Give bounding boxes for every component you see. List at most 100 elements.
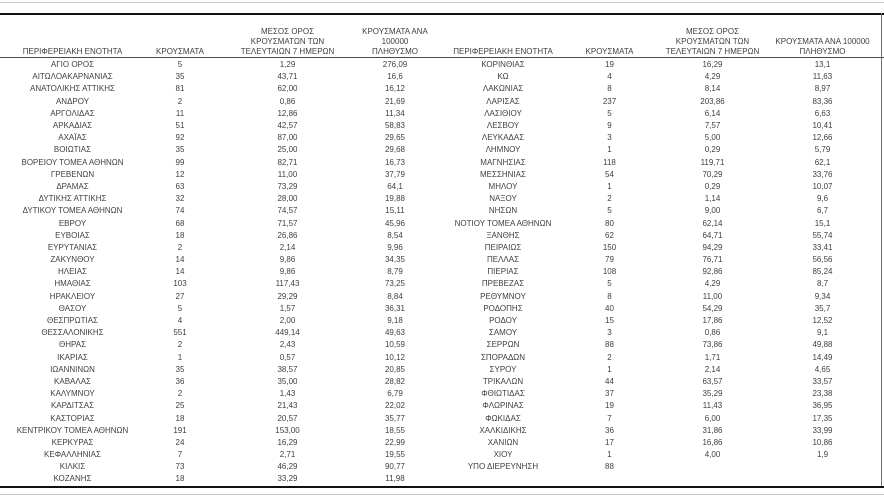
- table-row: ΛΑΣΙΘΙΟΥ 5 6,14 6,63: [442, 108, 875, 120]
- cell-cases: 27: [175, 291, 185, 301]
- cell-region: ΚΙΛΚΙΣ: [59, 462, 86, 472]
- table-top-rule: [0, 13, 884, 15]
- cell-avg7day: 64,71: [702, 230, 723, 240]
- table-row: ΛΕΥΚΑΔΑΣ 3 5,00 12,66: [442, 132, 875, 144]
- cell-cases: 88: [605, 462, 614, 472]
- cell-region: ΦΘΙΩΤΙΔΑΣ: [481, 389, 525, 399]
- cell-avg7day: 82,71: [277, 157, 298, 167]
- cell-region: ΙΩΑΝΝΙΝΩΝ: [50, 364, 95, 374]
- table-row: ΑΝΔΡΟΥ 2 0,86 21,69: [0, 96, 430, 108]
- cell-avg7day: 11,00: [277, 169, 298, 179]
- cell-region: ΗΜΑΘΙΑΣ: [54, 279, 91, 289]
- cell-cases: 4: [177, 316, 183, 326]
- cell-per100k: 9,18: [387, 316, 403, 326]
- cell-region: ΘΑΣΟΥ: [58, 303, 87, 313]
- cell-cases: 63: [175, 181, 185, 191]
- cell-cases: 25: [175, 401, 185, 411]
- cell-per100k: 55,74: [812, 230, 833, 240]
- table-row: ΝΗΣΩΝ 5 9,00 6,7: [442, 205, 875, 217]
- cell-region: ΛΗΜΝΟΥ: [485, 145, 521, 155]
- cell-avg7day: 94,29: [702, 242, 723, 252]
- cell-region: ΑΙΤΩΛΟΑΚΑΡΝΑΝΙΑΣ: [32, 72, 113, 82]
- cell-region: ΠΡΕΒΕΖΑΣ: [481, 279, 525, 289]
- cell-cases: 36: [605, 425, 614, 435]
- cell-per100k: 16,12: [384, 84, 406, 94]
- table-row: ΚΕΡΚΥΡΑΣ 24 16,29 22,99: [0, 437, 430, 449]
- cell-avg7day: 0,29: [704, 145, 721, 155]
- cell-avg7day: 2,71: [279, 450, 296, 460]
- table-row: ΠΕΙΡΑΙΩΣ 150 94,29 33,41: [442, 242, 875, 254]
- cell-avg7day: 35,00: [277, 376, 298, 386]
- cell-per100k: 8,7: [816, 279, 829, 289]
- cell-cases: 5: [177, 303, 183, 313]
- cell-avg7day: 26,86: [277, 230, 298, 240]
- cell-region: ΒΟΙΩΤΙΑΣ: [53, 145, 92, 155]
- cell-cases: 191: [173, 425, 187, 435]
- column-header-region: ΠΕΡΙΦΕΡΕΙΑΚΗ ΕΝΟΤΗΤΑ: [22, 47, 123, 56]
- table-row: ΑΝΑΤΟΛΙΚΗΣ ΑΤΤΙΚΗΣ 81 62,00 16,12: [0, 83, 430, 95]
- cell-cases: 19: [605, 60, 614, 70]
- table-row: ΕΒΡΟΥ 68 71,57 45,96: [0, 217, 430, 229]
- cell-cases: 1: [607, 364, 612, 374]
- cell-avg7day: 1,29: [279, 60, 296, 70]
- cell-per100k: 8,84: [387, 291, 403, 301]
- table-row: ΠΙΕΡΙΑΣ 108 92,86 85,24: [442, 266, 875, 278]
- cell-cases: 118: [603, 157, 616, 167]
- header-bottom-rule: [0, 57, 884, 58]
- cell-region: ΣΕΡΡΩΝ: [486, 340, 520, 350]
- table-row: ΣΕΡΡΩΝ 88 73,86 49,88: [442, 339, 875, 351]
- cell-per100k: 15,11: [385, 206, 405, 216]
- table-row: ΧΑΛΚΙΔΙΚΗΣ 36 31,86 33,99: [442, 425, 875, 437]
- cell-region: ΛΑΣΙΘΙΟΥ: [484, 108, 522, 118]
- cell-cases: 11: [175, 108, 185, 118]
- table-row: ΝΑΞΟΥ 2 1,14 9,6: [442, 193, 875, 205]
- table-row: ΚΑΡΔΙΤΣΑΣ 25 21,43 22,02: [0, 400, 430, 412]
- table-row: ΙΩΑΝΝΙΝΩΝ 35 38,57 20,85: [0, 364, 430, 376]
- cell-avg7day: 1,57: [279, 303, 296, 313]
- cell-avg7day: 76,71: [702, 255, 723, 265]
- cell-avg7day: 62,14: [702, 218, 723, 228]
- cell-region: ΤΡΙΚΑΛΩΝ: [482, 376, 524, 386]
- cell-cases: 44: [605, 376, 614, 386]
- cell-per100k: 85,24: [812, 267, 833, 277]
- cell-region: ΦΩΚΙΔΑΣ: [485, 413, 521, 423]
- cell-region: ΕΥΡΥΤΑΝΙΑΣ: [47, 242, 98, 252]
- cell-cases: 68: [175, 218, 185, 228]
- table-row: ΞΑΝΘΗΣ 62 64,71 55,74: [442, 230, 875, 242]
- column-header-per100k: ΚΡΟΥΣΜΑΤΑ ΑΝΑ 100000 ΠΛΗΘΥΣΜΟ: [362, 27, 428, 56]
- cell-cases: 237: [602, 96, 617, 106]
- cell-avg7day: 203,86: [700, 96, 725, 106]
- cell-region: ΡΕΘΥΜΝΟΥ: [480, 291, 526, 301]
- cell-cases: 2: [607, 194, 612, 204]
- right-edge-rule: [881, 13, 882, 486]
- cell-cases: 3: [607, 133, 612, 143]
- cell-per100k: 6,7: [816, 206, 829, 216]
- cell-cases: 35: [175, 145, 185, 155]
- table-row: ΦΩΚΙΔΑΣ 7 6,00 17,35: [442, 412, 875, 424]
- table-row: ΤΡΙΚΑΛΩΝ 44 63,57 33,57: [442, 376, 875, 388]
- cell-avg7day: 6,14: [704, 108, 721, 118]
- cell-region: ΓΡΕΒΕΝΩΝ: [50, 169, 95, 179]
- cell-per100k: 73,25: [384, 279, 406, 289]
- cell-per100k: 11,98: [385, 474, 405, 484]
- table-row: ΣΑΜΟΥ 3 0,86 9,1: [442, 327, 875, 339]
- cell-cases: 7: [177, 450, 183, 460]
- table-row: ΔΥΤΙΚΟΥ ΤΟΜΕΑ ΑΘΗΝΩΝ 74 74,57 15,11: [0, 205, 430, 217]
- cell-region: ΑΝΑΤΟΛΙΚΗΣ ΑΤΤΙΚΗΣ: [30, 84, 115, 94]
- table-row: ΘΗΡΑΣ 2 2,43 10,59: [0, 339, 430, 351]
- cell-region: ΒΟΡΕΙΟΥ ΤΟΜΕΑ ΑΘΗΝΩΝ: [21, 157, 124, 167]
- cell-cases: 2: [177, 242, 183, 252]
- cell-per100k: 37,79: [384, 169, 406, 179]
- table-row: ΜΕΣΣΗΝΙΑΣ 54 70,29 33,76: [442, 169, 875, 181]
- table-row: ΦΘΙΩΤΙΔΑΣ 37 35,29 23,38: [442, 388, 875, 400]
- cell-avg7day: 54,29: [702, 303, 723, 313]
- cell-region: ΑΧΑΪΑΣ: [58, 133, 87, 143]
- cell-region: ΚΑΡΔΙΤΣΑΣ: [50, 401, 95, 411]
- cell-cases: 7: [607, 413, 612, 423]
- cell-avg7day: 35,29: [702, 389, 723, 399]
- cell-per100k: 10,07: [812, 181, 833, 191]
- cell-avg7day: 70,29: [702, 169, 723, 179]
- cell-avg7day: 43,71: [277, 72, 298, 82]
- cell-per100k: 83,36: [812, 96, 833, 106]
- table-row: ΧΙΟΥ 1 4,00 1,9: [442, 449, 875, 461]
